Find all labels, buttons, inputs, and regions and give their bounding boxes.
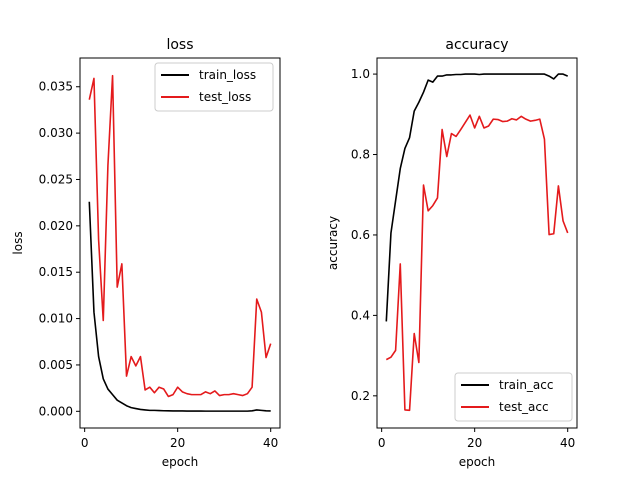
accuracy-y-ticks: 0.2 0.4 0.6 0.8 1.0 (351, 67, 377, 403)
loss-series-train_loss (88, 201, 271, 412)
loss-legend-label-test: test_loss (199, 90, 251, 104)
accuracy-y-axis-label: accuracy (326, 216, 340, 270)
accuracy-x-ticks: 0 20 40 (378, 428, 575, 450)
loss-y-tick-label: 0.005 (39, 358, 73, 372)
accuracy-panel: accuracy 0 20 40 0.2 0.4 0.6 0.8 1.0 epoch acc… (326, 37, 578, 469)
accuracy-legend-label-train: train_acc (499, 378, 553, 392)
loss-plot-lines (88, 74, 272, 412)
accuracy-y-tick-label: 0.6 (351, 228, 370, 242)
accuracy-x-tick-label: 40 (560, 436, 575, 450)
loss-y-tick-label: 0.030 (39, 126, 73, 140)
loss-x-tick-label: 0 (81, 436, 89, 450)
loss-y-ticks: 0.000 0.005 0.010 0.015 0.020 0.025 0.030 0.035 (39, 80, 80, 418)
loss-y-tick-label: 0.025 (39, 172, 73, 186)
accuracy-y-tick-label: 1.0 (351, 67, 370, 81)
loss-series-test_loss (88, 74, 272, 398)
accuracy-y-tick-label: 0.8 (351, 148, 370, 162)
loss-y-tick-label: 0.035 (39, 80, 73, 94)
loss-legend: train_loss test_loss (154, 62, 274, 112)
accuracy-x-tick-label: 20 (467, 436, 482, 450)
loss-x-ticks: 0 20 40 (81, 428, 278, 450)
accuracy-y-tick-label: 0.4 (351, 308, 370, 322)
accuracy-axes-frame (376, 57, 578, 429)
accuracy-x-axis-label: epoch (459, 455, 496, 469)
accuracy-y-tick-label: 0.2 (351, 389, 370, 403)
loss-title: loss (166, 37, 193, 53)
accuracy-series-train_acc (385, 73, 569, 322)
accuracy-legend: train_acc test_acc (454, 372, 573, 422)
accuracy-series-test_acc (385, 114, 569, 412)
accuracy-legend-label-test: test_acc (499, 400, 549, 414)
loss-y-axis-label: loss (11, 231, 25, 254)
loss-x-axis-label: epoch (162, 455, 199, 469)
loss-y-tick-label: 0.020 (39, 219, 73, 233)
loss-legend-label-train: train_loss (199, 68, 256, 82)
accuracy-x-tick-label: 0 (378, 436, 386, 450)
loss-axes-frame (79, 57, 281, 429)
loss-x-tick-label: 40 (263, 436, 278, 450)
accuracy-title: accuracy (445, 37, 508, 53)
loss-panel: loss 0 20 40 0.000 0.005 0.010 0.015 0.020 0.02… (11, 37, 281, 469)
loss-y-tick-label: 0.010 (39, 312, 73, 326)
accuracy-plot-lines (385, 73, 569, 412)
loss-y-tick-label: 0.015 (39, 265, 73, 279)
loss-y-tick-label: 0.000 (39, 404, 73, 418)
loss-x-tick-label: 20 (170, 436, 185, 450)
